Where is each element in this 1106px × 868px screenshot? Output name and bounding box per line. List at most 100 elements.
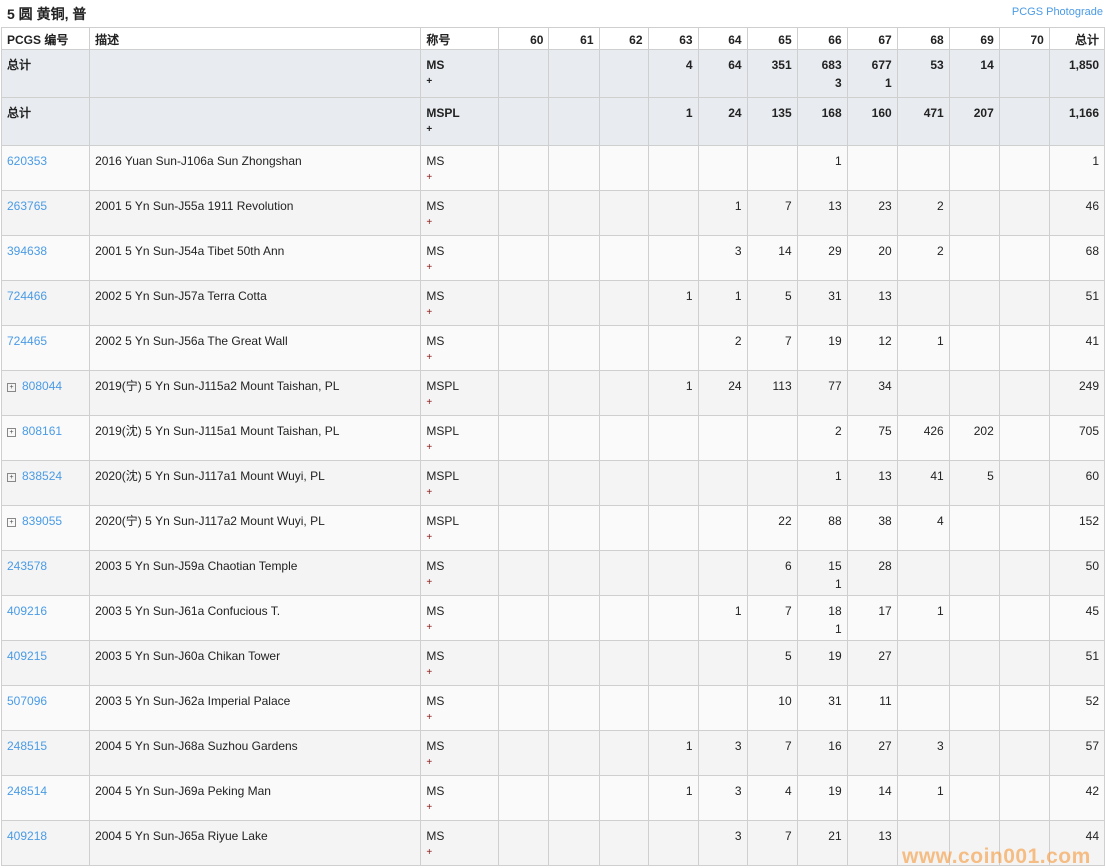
pcgs-number-link[interactable]: 838524 <box>22 469 63 483</box>
grade-count-66[interactable]: 18 1 <box>796 595 848 641</box>
grade-count-66[interactable]: 77 <box>796 370 848 416</box>
grade-count-64[interactable]: 3 <box>697 235 748 281</box>
grade-count-64[interactable]: 1 <box>697 280 748 326</box>
header-grade-68[interactable]: 68 <box>896 27 950 50</box>
pcgs-number-link[interactable]: 394638 <box>7 244 48 258</box>
plus-grade-label[interactable]: + <box>426 442 433 453</box>
plus-grade-label[interactable]: + <box>426 577 433 588</box>
header-grade-65[interactable]: 65 <box>746 27 798 50</box>
grade-count-68[interactable]: 3 <box>896 730 950 776</box>
grade-count-65[interactable]: 5 <box>746 280 798 326</box>
header-grade-70[interactable]: 70 <box>998 27 1050 50</box>
plus-grade-label[interactable]: + <box>426 217 433 228</box>
expand-icon[interactable]: + <box>7 473 16 482</box>
grade-count-67[interactable]: 27 <box>846 730 898 776</box>
header-description[interactable]: 描述 <box>89 27 422 50</box>
grade-count-66[interactable]: 19 <box>796 325 848 371</box>
pcgs-number-link[interactable]: 507096 <box>7 694 48 708</box>
grade-count-67[interactable]: 13 <box>846 460 898 506</box>
pcgs-number-link[interactable]: 248515 <box>7 739 48 753</box>
grade-count-63[interactable]: 1 <box>647 730 699 776</box>
pcgs-number-link[interactable]: 409215 <box>7 649 48 663</box>
grade-count-68[interactable]: 1 <box>896 595 950 641</box>
grade-count-67[interactable]: 13 <box>846 820 898 866</box>
grade-count-66[interactable]: 31 <box>796 685 848 731</box>
plus-grade-label[interactable]: + <box>426 802 433 813</box>
grade-count-65[interactable]: 4 <box>746 775 798 821</box>
grade-count-67[interactable]: 23 <box>846 190 898 236</box>
grade-count-65[interactable]: 7 <box>746 595 798 641</box>
grade-count-64[interactable]: 3 <box>697 775 748 821</box>
grade-count-68[interactable]: 1 <box>896 775 950 821</box>
grade-count-67[interactable]: 12 <box>846 325 898 371</box>
expand-icon[interactable]: + <box>7 518 16 527</box>
grade-count-65[interactable]: 10 <box>746 685 798 731</box>
grade-count-67[interactable]: 27 <box>846 640 898 686</box>
grade-count-65[interactable]: 6 <box>746 550 798 596</box>
grade-count-64[interactable]: 1 <box>697 595 748 641</box>
pcgs-number-link[interactable]: 263765 <box>7 199 48 213</box>
expand-icon[interactable]: + <box>7 383 16 392</box>
plus-grade-label[interactable]: + <box>426 397 433 408</box>
grade-count-67[interactable]: 13 <box>846 280 898 326</box>
pcgs-number-link[interactable]: 409218 <box>7 829 48 843</box>
grade-count-63[interactable]: 1 <box>647 280 699 326</box>
pcgs-number-link[interactable]: 243578 <box>7 559 48 573</box>
grade-count-63[interactable]: 1 <box>647 370 699 416</box>
grade-count-66[interactable]: 2 <box>796 415 848 461</box>
grade-count-68[interactable]: 1 <box>896 325 950 371</box>
pcgs-number-link[interactable]: 839055 <box>22 514 63 528</box>
grade-count-68[interactable]: 2 <box>896 235 950 281</box>
grade-count-65[interactable]: 22 <box>746 505 798 551</box>
grade-count-66[interactable]: 31 <box>796 280 848 326</box>
plus-grade-label[interactable]: + <box>426 847 433 858</box>
grade-count-64[interactable]: 3 <box>697 730 748 776</box>
grade-count-65[interactable]: 7 <box>746 190 798 236</box>
pcgs-number-link[interactable]: 808161 <box>22 424 63 438</box>
expand-icon[interactable]: + <box>7 428 16 437</box>
grade-count-63[interactable]: 1 <box>647 775 699 821</box>
grade-count-68[interactable]: 426 <box>896 415 950 461</box>
grade-count-65[interactable]: 14 <box>746 235 798 281</box>
grade-count-66[interactable]: 1 <box>796 460 848 506</box>
pcgs-photograde-link[interactable]: PCGS Photograde <box>1011 6 1103 18</box>
header-grade-62[interactable]: 62 <box>598 27 649 50</box>
plus-grade-label[interactable]: + <box>426 307 433 318</box>
grade-count-67[interactable]: 75 <box>846 415 898 461</box>
grade-count-68[interactable]: 2 <box>896 190 950 236</box>
pcgs-number-link[interactable]: 248514 <box>7 784 48 798</box>
pcgs-number-link[interactable]: 724465 <box>7 334 48 348</box>
grade-count-66[interactable]: 19 <box>796 775 848 821</box>
grade-count-66[interactable]: 88 <box>796 505 848 551</box>
plus-grade-label[interactable]: + <box>426 667 433 678</box>
header-grade-67[interactable]: 67 <box>846 27 898 50</box>
plus-grade-label[interactable]: + <box>426 532 433 543</box>
grade-count-67[interactable]: 38 <box>846 505 898 551</box>
grade-count-65[interactable]: 5 <box>746 640 798 686</box>
plus-grade-label[interactable]: + <box>426 76 433 87</box>
grade-count-64[interactable]: 24 <box>697 370 748 416</box>
header-grade-69[interactable]: 69 <box>948 27 1000 50</box>
grade-count-64[interactable]: 2 <box>697 325 748 371</box>
grade-count-65[interactable]: 7 <box>746 730 798 776</box>
plus-grade-label[interactable]: + <box>426 712 433 723</box>
plus-grade-label[interactable]: + <box>426 487 433 498</box>
grade-count-68[interactable]: 41 <box>896 460 950 506</box>
header-grade-63[interactable]: 63 <box>647 27 699 50</box>
pcgs-number-link[interactable]: 724466 <box>7 289 48 303</box>
grade-count-66[interactable]: 1 <box>796 145 848 191</box>
grade-count-66[interactable]: 16 <box>796 730 848 776</box>
plus-grade-label[interactable]: + <box>426 757 433 768</box>
plus-grade-label[interactable]: + <box>426 124 433 135</box>
header-total[interactable]: 总计 <box>1048 27 1106 50</box>
header-grade-61[interactable]: 61 <box>548 27 600 50</box>
pcgs-number-link[interactable]: 808044 <box>22 379 63 393</box>
grade-count-69[interactable]: 202 <box>948 415 1000 461</box>
grade-count-67[interactable]: 14 <box>846 775 898 821</box>
grade-count-65[interactable]: 7 <box>746 325 798 371</box>
grade-count-64[interactable]: 1 <box>697 190 748 236</box>
grade-count-67[interactable]: 17 <box>846 595 898 641</box>
grade-count-66[interactable]: 19 <box>796 640 848 686</box>
grade-count-64[interactable]: 3 <box>697 820 748 866</box>
header-designation[interactable]: 称号 <box>420 27 500 50</box>
